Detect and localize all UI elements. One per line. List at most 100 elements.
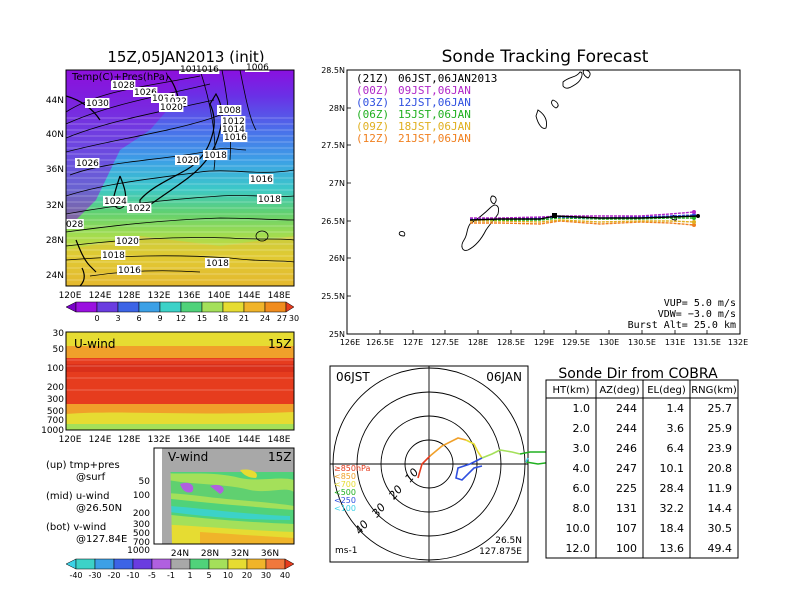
isobar-label-bg [75,158,100,168]
ytick: 100 [133,491,150,501]
table-cell: 107 [616,522,637,535]
xtick: 126.5E [366,338,394,347]
table-cell: 10.0 [566,522,591,535]
isobar-label: 1018 [206,259,229,269]
isobar-labels [0,0,1,1]
sonde-track-line [469,217,694,221]
tracking-frame [346,69,741,335]
legend-label: 21JST,06JAN [398,132,471,145]
isobar-label-bg [65,219,84,229]
isobar-label: 1020 [116,237,139,247]
ytick: 30 [53,329,65,339]
colorbar-label: -1 [167,571,175,580]
table-cell: 32.2 [660,502,685,515]
isobar-label-bg [223,132,248,142]
isobar-label: 1022 [128,204,151,214]
polar-time-label: 06JST [336,370,370,384]
legend-init: (12Z) [356,132,389,145]
cobra-table-panel: Sonde Dir from COBRA HT(km) 1.0 2.0 3.0 4.0 6… [545,366,739,559]
ytick: 25.5N [321,292,345,301]
ytick: 100 [47,364,64,374]
param-vup: VUP= 5.0 m/s [664,298,736,309]
colorbar-label: 12 [176,314,186,323]
v-wind-label: V-wind [168,450,208,464]
xtick: 128.5E [497,338,525,347]
legend-label: 09JST,06JAN [398,84,471,97]
polar-date-label: 06JAN [486,370,522,384]
xtick: 148E [268,435,291,445]
ytick: 1000 [127,546,150,556]
ytick: 200 [133,509,150,519]
colorbar-label: 6 [136,314,141,323]
table-header-cell: RNG(km) [691,385,737,396]
table-cell: 1.4 [667,402,685,415]
table-cell: 2.0 [573,422,591,435]
ytick-32n: 32N [46,201,64,211]
ytick: 26N [329,254,345,263]
xtick: 130E [599,338,619,347]
ytick-28n: 28N [46,236,64,246]
table-cell: 131 [616,502,637,515]
xtick: 129.5E [562,338,590,347]
ytick: 1000 [41,426,64,436]
polar-lat: 26.5N [495,536,522,546]
table-frame [545,379,739,559]
tracking-legend: (21Z) 06JST,06JAN2013 (00Z) 09JST,06JAN … [356,72,497,145]
polar-level-legend: ≥850hPa <850 <700 <500 <250 <100 [334,464,371,513]
table-cell: 49.4 [708,542,733,555]
v-wind-time: 15Z [268,450,292,464]
table-header-cell: EL(deg) [647,385,686,396]
table-title: Sonde Dir from COBRA [558,366,718,382]
xtick-136e: 136E [178,291,201,301]
surface-map-xticks: 120E 124E 128E 132E 136E 140E 144E 148E [59,291,291,301]
colorbar-label: -40 [69,571,82,580]
track-endpoint [692,210,696,214]
legend-init: (21Z) [356,72,389,85]
isobar-label-bg [257,194,282,204]
xtick-128e: 128E [118,291,141,301]
table-cell: 30.5 [708,522,733,535]
level-label: <850 [334,472,356,481]
isobar-label-bg [103,196,128,206]
colorbar-label: 24 [260,314,270,323]
xtick-124e: 124E [89,291,112,301]
isobar-label-bg [175,155,200,165]
isobar-label: 1028 [112,81,135,91]
legend-label: 15JST,06JAN [398,108,471,121]
isobar-label-bg [111,80,136,90]
isobar-label-bg [159,102,184,112]
table-cell: 13.6 [660,542,685,555]
isobar-label: 1020 [160,103,183,113]
ytick: 28N [329,104,345,113]
legend-notes: (up) tmp+pres @surf (mid) u-wind @26.50N… [46,460,127,545]
surface-map-label: Temp(C)+Pres(hPa) [71,72,169,83]
isobar-label: 1016 [224,133,247,143]
colorbar-label: 18 [218,314,228,323]
isobar-label: 1018 [204,151,227,161]
isobar-label-bg [217,105,242,115]
xtick: 120E [59,435,82,445]
ytick: 500 [133,529,150,539]
table-cell: 4.0 [573,462,591,475]
xtick: 140E [208,435,231,445]
colorbar-label: 10 [223,571,233,580]
table-cell: 28.4 [660,482,685,495]
surface-map-frame [65,69,295,287]
xtick: 130.5E [628,338,656,347]
colorbar-label: 0 [94,314,99,323]
colorbar-label: 20 [242,571,252,580]
ytick-36n: 36N [46,165,64,175]
xtick: 131.5E [693,338,721,347]
xtick: 28N [201,549,219,559]
isobar-label: 1024 [104,197,127,207]
ytick: 27.5N [321,141,345,150]
isobar-label: 1008 [218,106,241,116]
xtick: 24N [171,549,189,559]
isobar-label: 1016 [250,175,273,185]
sonde-track-line [470,211,695,219]
table-cell: 20.8 [708,462,733,475]
ytick: 25N [329,330,345,339]
polar-rings [330,366,528,562]
temperature-colorbar: 0 3 6 9 12 15 18 21 24 27 30 [65,301,299,323]
table-cell: 100 [616,542,637,555]
